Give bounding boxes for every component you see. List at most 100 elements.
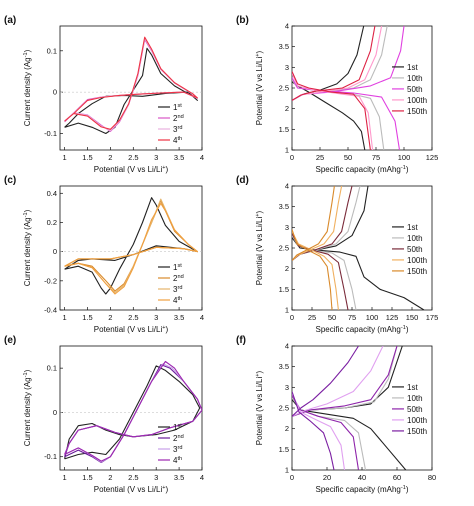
plot-area <box>292 346 407 470</box>
legend-label-4th: 4th <box>173 296 182 305</box>
legend: 1st 10th 50th 100th 150th <box>392 63 427 116</box>
series-line-50th <box>292 233 349 310</box>
x-tick-label: 50 <box>344 153 352 162</box>
legend-label-100th: 100th <box>407 416 427 425</box>
x-tick-label: 25 <box>316 153 324 162</box>
x-tick-label: 3.5 <box>174 473 184 482</box>
x-axis-label: Potential (V vs Li/Li+) <box>94 485 169 494</box>
x-tick-label: 125 <box>386 313 399 322</box>
panel-label: (f) <box>236 335 246 346</box>
panel-e: (e) 1 1.5 2 2.5 3 3.5 4 -0.1 0 0.1 Potential (V vs … <box>4 335 204 494</box>
legend: 1st 2nd 3rd 4th <box>158 263 184 305</box>
y-tick-label: 1 <box>285 146 289 155</box>
legend-label-2nd: 2nd <box>173 274 184 283</box>
y-tick-label: -0.2 <box>44 276 57 285</box>
series-line-1st <box>64 197 198 295</box>
legend-label-2nd: 2nd <box>173 114 184 123</box>
legend-label-3rd: 3rd <box>173 125 182 134</box>
series-line-50th <box>292 77 401 150</box>
legend: 1st 2nd 3rd 4th <box>158 103 184 145</box>
y-tick-label: 2.5 <box>279 244 289 253</box>
x-tick-label: 2 <box>108 153 112 162</box>
legend-label-1st: 1st <box>407 63 418 72</box>
x-tick-label: 2.5 <box>128 473 138 482</box>
x-tick-label: 0 <box>290 313 294 322</box>
axes-frame <box>59 185 203 311</box>
x-tick-label: 3 <box>154 153 158 162</box>
x-axis-label: Potential (V vs Li/Li+) <box>94 325 169 334</box>
x-tick-label: 175 <box>426 313 439 322</box>
legend-label-4th: 4th <box>173 136 182 145</box>
y-tick-label: 0 <box>53 247 57 256</box>
plot-area <box>292 26 405 150</box>
legend-label-2nd: 2nd <box>173 434 184 443</box>
legend-label-150th: 150th <box>407 267 427 276</box>
x-tick-label: 125 <box>426 153 439 162</box>
axes-frame <box>59 345 203 471</box>
x-tick-label: 100 <box>398 153 411 162</box>
legend: 1st 10th 50th 100th 150th <box>392 383 427 436</box>
x-tick-label: 40 <box>358 473 366 482</box>
y-axis-label: Current density (Ag-1) <box>23 369 32 446</box>
y-tick-label: 4 <box>285 342 289 351</box>
x-axis-label: Potential (V vs Li/Li+) <box>94 165 169 174</box>
legend-label-150th: 150th <box>407 427 427 436</box>
series-line-150th <box>292 391 335 470</box>
series-line-100th <box>292 73 374 150</box>
x-tick-label: 0 <box>290 473 294 482</box>
panel-f: (f) 0 20 40 60 80 1 1.5 2 2.5 3 3.5 4 Specific capaci… <box>236 335 436 494</box>
y-tick-label: 0 <box>53 88 57 97</box>
legend-label-1st: 1st <box>407 223 418 232</box>
series-line-150th <box>292 71 371 150</box>
series-line-1st <box>64 47 198 135</box>
y-tick-label: 3 <box>285 63 289 72</box>
x-tick-label: 1.5 <box>82 313 92 322</box>
x-axis-label: Specific capacity (mAhg-1) <box>315 325 408 334</box>
y-axis-label: Potential (V vs Li/Li+) <box>255 370 264 445</box>
x-tick-label: 80 <box>428 473 436 482</box>
panel-label: (b) <box>236 15 249 26</box>
series-charge-line-100th <box>292 186 343 261</box>
x-tick-label: 3 <box>154 473 158 482</box>
y-tick-label: 4 <box>285 22 289 31</box>
plot-area <box>292 186 425 310</box>
y-axis-label: Current density (Ag-1) <box>23 49 32 126</box>
legend-label-1st: 1st <box>407 383 418 392</box>
legend-label-10th: 10th <box>407 234 423 243</box>
x-axis-label: Specific capacity (mAhg-1) <box>315 485 408 494</box>
axes-frame <box>59 25 203 151</box>
legend-label-100th: 100th <box>407 96 427 105</box>
series-line-1st <box>292 237 425 310</box>
y-tick-label: 2 <box>285 104 289 113</box>
series-line-50th <box>292 395 360 470</box>
series-line-4th <box>64 360 202 462</box>
x-tick-label: 4 <box>200 153 204 162</box>
x-tick-label: 4 <box>200 473 204 482</box>
x-tick-label: 0 <box>290 153 294 162</box>
x-tick-label: 150 <box>406 313 419 322</box>
legend: 1st 2nd 3rd 4th <box>158 423 184 465</box>
y-tick-label: -0.4 <box>44 306 57 315</box>
panel-label: (d) <box>236 175 249 186</box>
y-tick-label: 2.5 <box>279 84 289 93</box>
legend-label-10th: 10th <box>407 394 423 403</box>
x-tick-label: 1.5 <box>82 473 92 482</box>
series-line-4th <box>64 202 198 295</box>
panel-label: (a) <box>4 15 16 26</box>
x-tick-label: 75 <box>348 313 356 322</box>
y-tick-label: 1 <box>285 306 289 315</box>
x-tick-label: 1.5 <box>82 153 92 162</box>
legend: 1st 10th 50th 100th 150th <box>392 223 427 276</box>
y-tick-label: -0.1 <box>44 452 57 461</box>
series-line-150th <box>292 229 333 310</box>
legend-label-50th: 50th <box>407 405 423 414</box>
x-tick-label: 1 <box>62 313 66 322</box>
legend-label-3rd: 3rd <box>173 445 182 454</box>
x-tick-label: 1 <box>62 473 66 482</box>
panel-label: (c) <box>4 175 16 186</box>
plot-area <box>64 360 202 464</box>
y-tick-label: -0.1 <box>44 129 57 138</box>
legend-label-50th: 50th <box>407 85 423 94</box>
y-tick-label: 3 <box>285 383 289 392</box>
